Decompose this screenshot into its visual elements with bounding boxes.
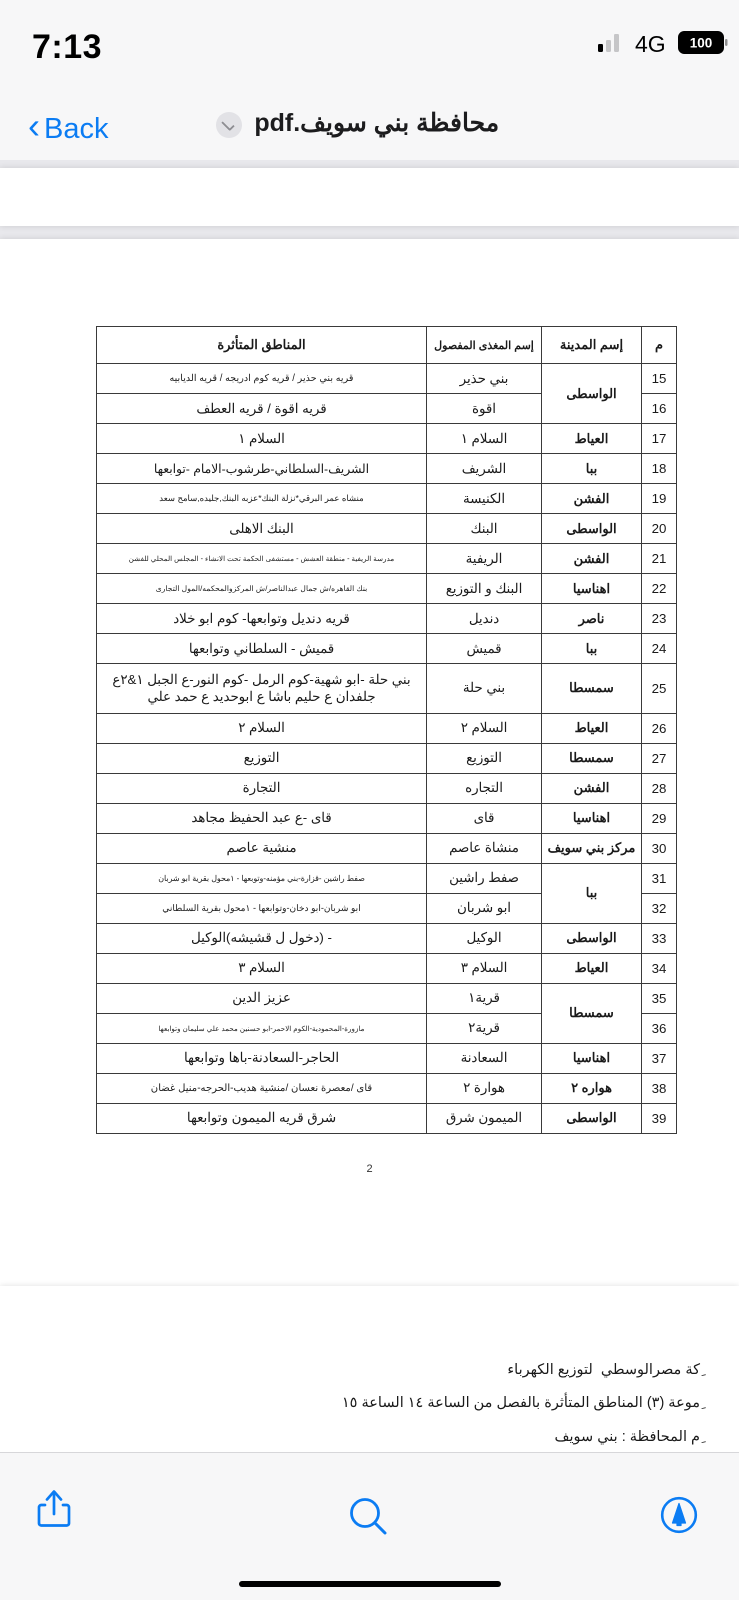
svg-text:100: 100 [690,36,713,51]
